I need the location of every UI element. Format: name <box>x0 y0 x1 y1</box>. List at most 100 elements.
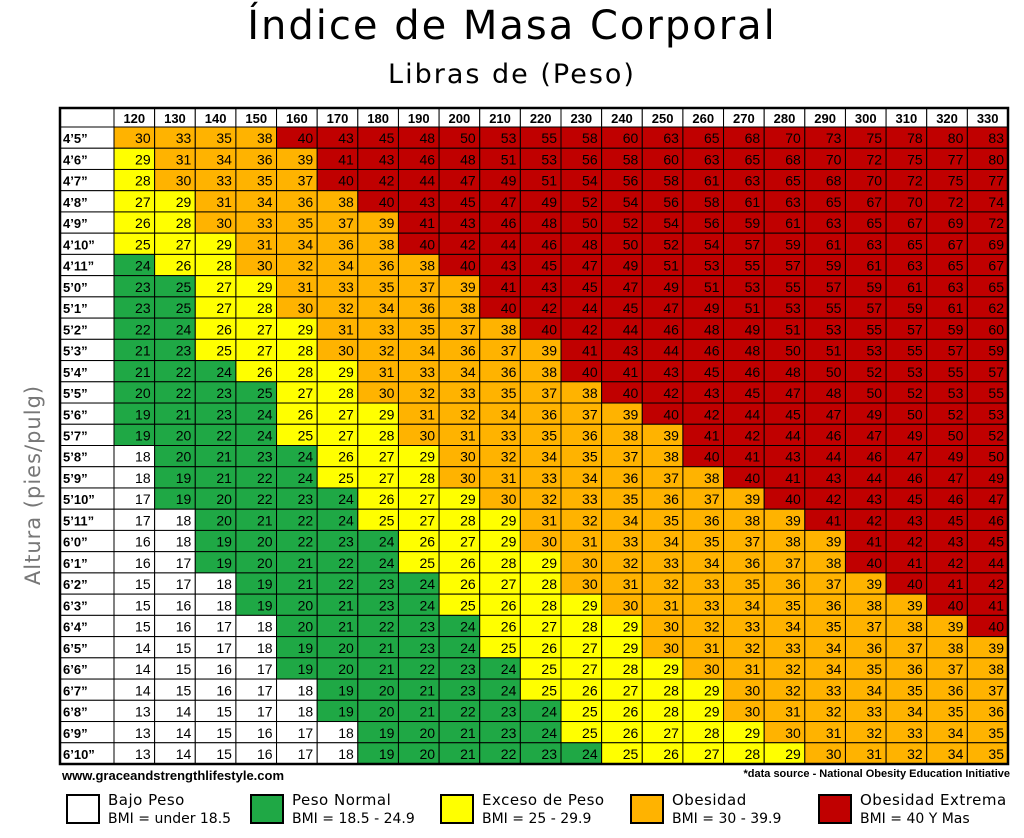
bmi-value-label: 34 <box>379 300 395 316</box>
bmi-value-label: 43 <box>785 449 801 465</box>
height-tick-label: 5’3” <box>63 344 88 359</box>
bmi-value-label: 30 <box>460 449 476 465</box>
bmi-value-label: 18 <box>298 682 314 698</box>
bmi-value-label: 23 <box>420 619 436 635</box>
bmi-value-label: 19 <box>379 725 395 741</box>
bmi-value-label: 30 <box>379 385 395 401</box>
bmi-value-label: 65 <box>988 279 1004 295</box>
bmi-value-label: 15 <box>216 725 232 741</box>
bmi-value-label: 28 <box>541 597 557 613</box>
bmi-value-label: 24 <box>298 449 314 465</box>
bmi-value-label: 27 <box>663 725 679 741</box>
bmi-value-label: 17 <box>176 555 192 571</box>
bmi-value-label: 36 <box>501 364 517 380</box>
data-source-note: *data source - National Obesity Educatio… <box>743 768 1010 780</box>
bmi-value-label: 29 <box>541 555 557 571</box>
bmi-value-label: 17 <box>216 640 232 656</box>
legend-label: Obesidad <box>672 791 747 809</box>
bmi-value-label: 21 <box>135 364 151 380</box>
bmi-value-label: 58 <box>663 173 679 189</box>
height-tick-label: 6’9” <box>63 726 88 741</box>
bmi-value-label: 63 <box>948 279 964 295</box>
bmi-value-label: 39 <box>298 151 314 167</box>
bmi-value-label: 15 <box>216 746 232 762</box>
bmi-value-label: 18 <box>257 619 273 635</box>
height-tick-label: 4’11” <box>63 259 94 274</box>
bmi-value-label: 29 <box>460 491 476 507</box>
bmi-value-label: 34 <box>501 406 517 422</box>
bmi-value-label: 40 <box>988 619 1004 635</box>
bmi-value-label: 68 <box>826 173 842 189</box>
bmi-value-label: 30 <box>501 491 517 507</box>
bmi-value-label: 15 <box>176 661 192 677</box>
bmi-value-label: 15 <box>216 704 232 720</box>
bmi-value-label: 48 <box>420 130 436 146</box>
bmi-value-label: 27 <box>420 491 436 507</box>
bmi-value-label: 56 <box>623 173 639 189</box>
bmi-value-label: 57 <box>907 321 923 337</box>
bmi-value-label: 35 <box>501 385 517 401</box>
bmi-value-label: 24 <box>176 321 192 337</box>
bmi-value-label: 63 <box>663 130 679 146</box>
weight-tick-label: 150 <box>245 111 267 126</box>
bmi-value-label: 58 <box>623 151 639 167</box>
bmi-value-label: 22 <box>176 385 192 401</box>
bmi-value-label: 68 <box>785 151 801 167</box>
bmi-value-label: 25 <box>176 279 192 295</box>
bmi-value-label: 53 <box>988 406 1004 422</box>
bmi-value-label: 40 <box>460 258 476 274</box>
bmi-value-label: 39 <box>988 640 1004 656</box>
bmi-value-label: 14 <box>135 661 151 677</box>
bmi-value-label: 20 <box>338 640 354 656</box>
bmi-value-label: 75 <box>867 130 883 146</box>
bmi-value-label: 60 <box>988 321 1004 337</box>
bmi-value-label: 29 <box>704 704 720 720</box>
bmi-value-label: 48 <box>745 343 761 359</box>
bmi-value-label: 20 <box>216 491 232 507</box>
bmi-value-label: 29 <box>338 364 354 380</box>
bmi-value-label: 22 <box>216 428 232 444</box>
bmi-value-label: 65 <box>745 151 761 167</box>
bmi-value-label: 29 <box>663 661 679 677</box>
bmi-value-label: 38 <box>420 258 436 274</box>
bmi-value-label: 39 <box>907 597 923 613</box>
bmi-value-label: 33 <box>867 704 883 720</box>
bmi-value-label: 25 <box>135 236 151 252</box>
bmi-value-label: 44 <box>826 449 842 465</box>
bmi-value-label: 35 <box>216 130 232 146</box>
bmi-value-label: 17 <box>298 746 314 762</box>
bmi-value-label: 22 <box>176 364 192 380</box>
bmi-value-label: 41 <box>501 279 517 295</box>
bmi-value-label: 37 <box>704 491 720 507</box>
bmi-value-label: 25 <box>623 746 639 762</box>
bmi-value-label: 29 <box>785 746 801 762</box>
bmi-value-label: 36 <box>623 470 639 486</box>
bmi-value-label: 37 <box>541 385 557 401</box>
bmi-value-label: 21 <box>298 555 314 571</box>
bmi-value-label: 38 <box>582 385 598 401</box>
legend-item-obesidad: Obesidad BMI = 30 - 39.9 <box>630 791 810 831</box>
bmi-value-label: 36 <box>663 491 679 507</box>
chart-title: Índice de Masa Corporal <box>247 3 777 49</box>
bmi-value-label: 31 <box>338 321 354 337</box>
bmi-value-label: 56 <box>704 215 720 231</box>
weight-tick-label: 170 <box>327 111 349 126</box>
legend-range: BMI = 30 - 39.9 <box>672 811 782 827</box>
legend-item-obesidad-extrema: Obesidad Extrema BMI = 40 Y Mas <box>818 791 1018 831</box>
bmi-value-label: 33 <box>704 576 720 592</box>
website-link[interactable]: www.graceandstrengthlifestyle.com <box>62 768 285 783</box>
bmi-value-label: 45 <box>745 385 761 401</box>
bmi-value-label: 29 <box>216 236 232 252</box>
bmi-value-label: 31 <box>420 406 436 422</box>
bmi-value-label: 26 <box>176 258 192 274</box>
bmi-value-label: 42 <box>663 385 679 401</box>
bmi-value-label: 59 <box>826 258 842 274</box>
bmi-value-label: 45 <box>541 258 557 274</box>
bmi-value-label: 38 <box>501 321 517 337</box>
bmi-value-label: 16 <box>176 597 192 613</box>
bmi-value-label: 17 <box>257 682 273 698</box>
bmi-value-label: 33 <box>216 173 232 189</box>
bmi-value-label: 15 <box>135 576 151 592</box>
bmi-value-label: 70 <box>826 151 842 167</box>
bmi-value-label: 19 <box>257 597 273 613</box>
